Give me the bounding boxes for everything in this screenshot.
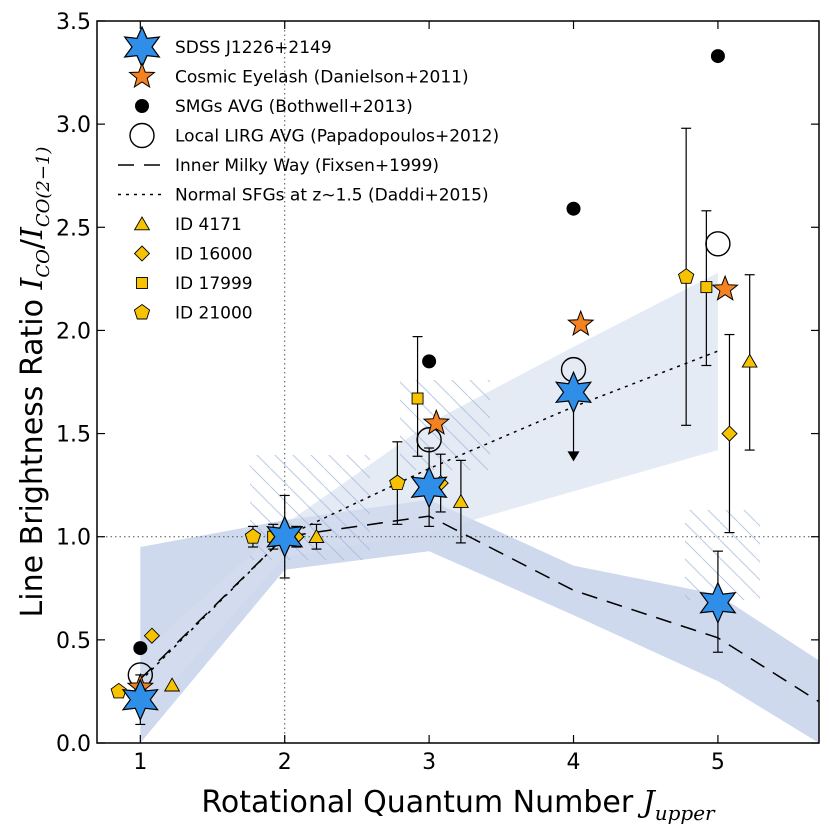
point-id-6-1 [308, 528, 325, 543]
point-id-7-0 [143, 627, 161, 644]
point-smgs-2-1 [422, 354, 437, 369]
y-axis-slash: / [15, 238, 50, 249]
legend-3-swatch [129, 122, 155, 149]
y-tick-label-6: 3.0 [56, 113, 91, 138]
x-tick-label-1: 2 [278, 750, 292, 775]
legend-2-swatch [135, 99, 149, 113]
hatch-region-left [250, 455, 370, 560]
legend-7-label: ID 16000 [175, 245, 253, 265]
x-tick-label-2: 3 [422, 750, 436, 775]
point-id-9-2 [389, 474, 406, 491]
y-tick-label-4: 2.0 [56, 319, 91, 344]
legend: SDSS J1226+2149 Cosmic Eyelash (Danielson… [118, 25, 499, 324]
legend-7-swatch [133, 245, 151, 262]
axes-ticks: 1 2 3 4 5 0.0 0.5 1.0 1.5 2.0 2.5 3.0 3.5 [56, 10, 819, 775]
point-cosmic-1-2 [567, 309, 595, 336]
point-sdss-0-0 [121, 678, 159, 722]
x-tick-label-4: 5 [711, 750, 725, 775]
y-axis-title: Line Brightness Ratio ICO/ICO(2−1) [15, 147, 54, 618]
legend-1-label: Cosmic Eyelash (Danielson+2011) [175, 68, 469, 88]
legend-4-label: Inner Milky Way (Fixsen+1999) [175, 156, 439, 176]
upperlimit-arrow-sdss-0-3 [567, 451, 580, 462]
point-local-3-3 [705, 231, 731, 257]
point-id-8-1 [411, 392, 424, 405]
y-axis-symbol-den: I [15, 226, 50, 240]
legend-9-swatch [133, 303, 151, 320]
x-tick-label-0: 1 [133, 750, 147, 775]
legend-5-label: Normal SFGs at z∼1.5 (Daddi+2015) [175, 186, 489, 206]
point-cosmic-1-3 [711, 274, 739, 301]
point-id-6-2 [452, 493, 469, 508]
point-smgs-2-2 [566, 201, 581, 216]
hatch-region-right [685, 510, 760, 600]
legend-0-swatch [123, 25, 161, 69]
point-local-3-1 [416, 427, 442, 453]
point-sdss-0-2 [410, 465, 448, 509]
legend-9-label: ID 21000 [175, 304, 253, 324]
y-axis-label-text: Line Brightness Ratio [15, 289, 50, 617]
y-axis-symbol-num: I [15, 276, 50, 290]
point-cosmic-1-1 [422, 408, 451, 435]
point-id-9-0 [110, 682, 127, 699]
plot-frame [96, 20, 820, 744]
y-tick-label-3: 1.5 [56, 423, 91, 448]
legend-2-label: SMGs AVG (Bothwell+2013) [175, 97, 413, 117]
point-smgs-2-0 [133, 641, 148, 656]
x-axis-title: Rotational Quantum Number Jupper [201, 785, 716, 825]
point-sdss-0-3 [554, 370, 593, 414]
legend-6-swatch [133, 216, 151, 231]
y-axis-subscript-num: CO [33, 249, 54, 278]
legend-8-swatch [136, 277, 148, 289]
model-lines [139, 350, 819, 703]
legend-3-label: Local LIRG AVG (Papadopoulos+2012) [175, 127, 499, 147]
point-sdss-0-4 [699, 581, 737, 625]
x-tick-label-3: 4 [567, 750, 581, 775]
shaded-band-0 [140, 499, 819, 743]
y-tick-label-5: 2.5 [56, 216, 91, 241]
point-id-7-3 [721, 425, 738, 442]
point-id-6-0 [163, 677, 181, 692]
y-tick-label-2: 1.0 [56, 526, 91, 551]
point-id-8-2 [700, 281, 713, 294]
point-id-9-3 [677, 268, 695, 284]
markers-layer [110, 49, 758, 722]
point-id-9-1 [244, 528, 262, 544]
series-line-normal [139, 350, 719, 682]
bands-layer [140, 272, 819, 743]
point-smgs-2-3 [710, 49, 725, 64]
point-sdss-0-1 [266, 515, 304, 559]
y-tick-label-0: 0.0 [56, 732, 91, 757]
reference-lines [97, 21, 819, 743]
legend-8-label: ID 17999 [175, 274, 253, 294]
legend-0-label: SDSS J1226+2149 [175, 38, 332, 58]
x-axis-subscript: upper [655, 801, 716, 825]
point-id-6-3 [741, 353, 758, 368]
legend-6-label: ID 4171 [175, 215, 242, 235]
y-tick-label-7: 3.5 [56, 10, 91, 35]
y-axis-subscript-den: CO(2−1) [33, 147, 54, 228]
x-axis-label-text: Rotational Quantum Number [201, 785, 642, 820]
y-tick-label-1: 0.5 [56, 629, 91, 654]
legend-1-swatch [128, 62, 156, 89]
